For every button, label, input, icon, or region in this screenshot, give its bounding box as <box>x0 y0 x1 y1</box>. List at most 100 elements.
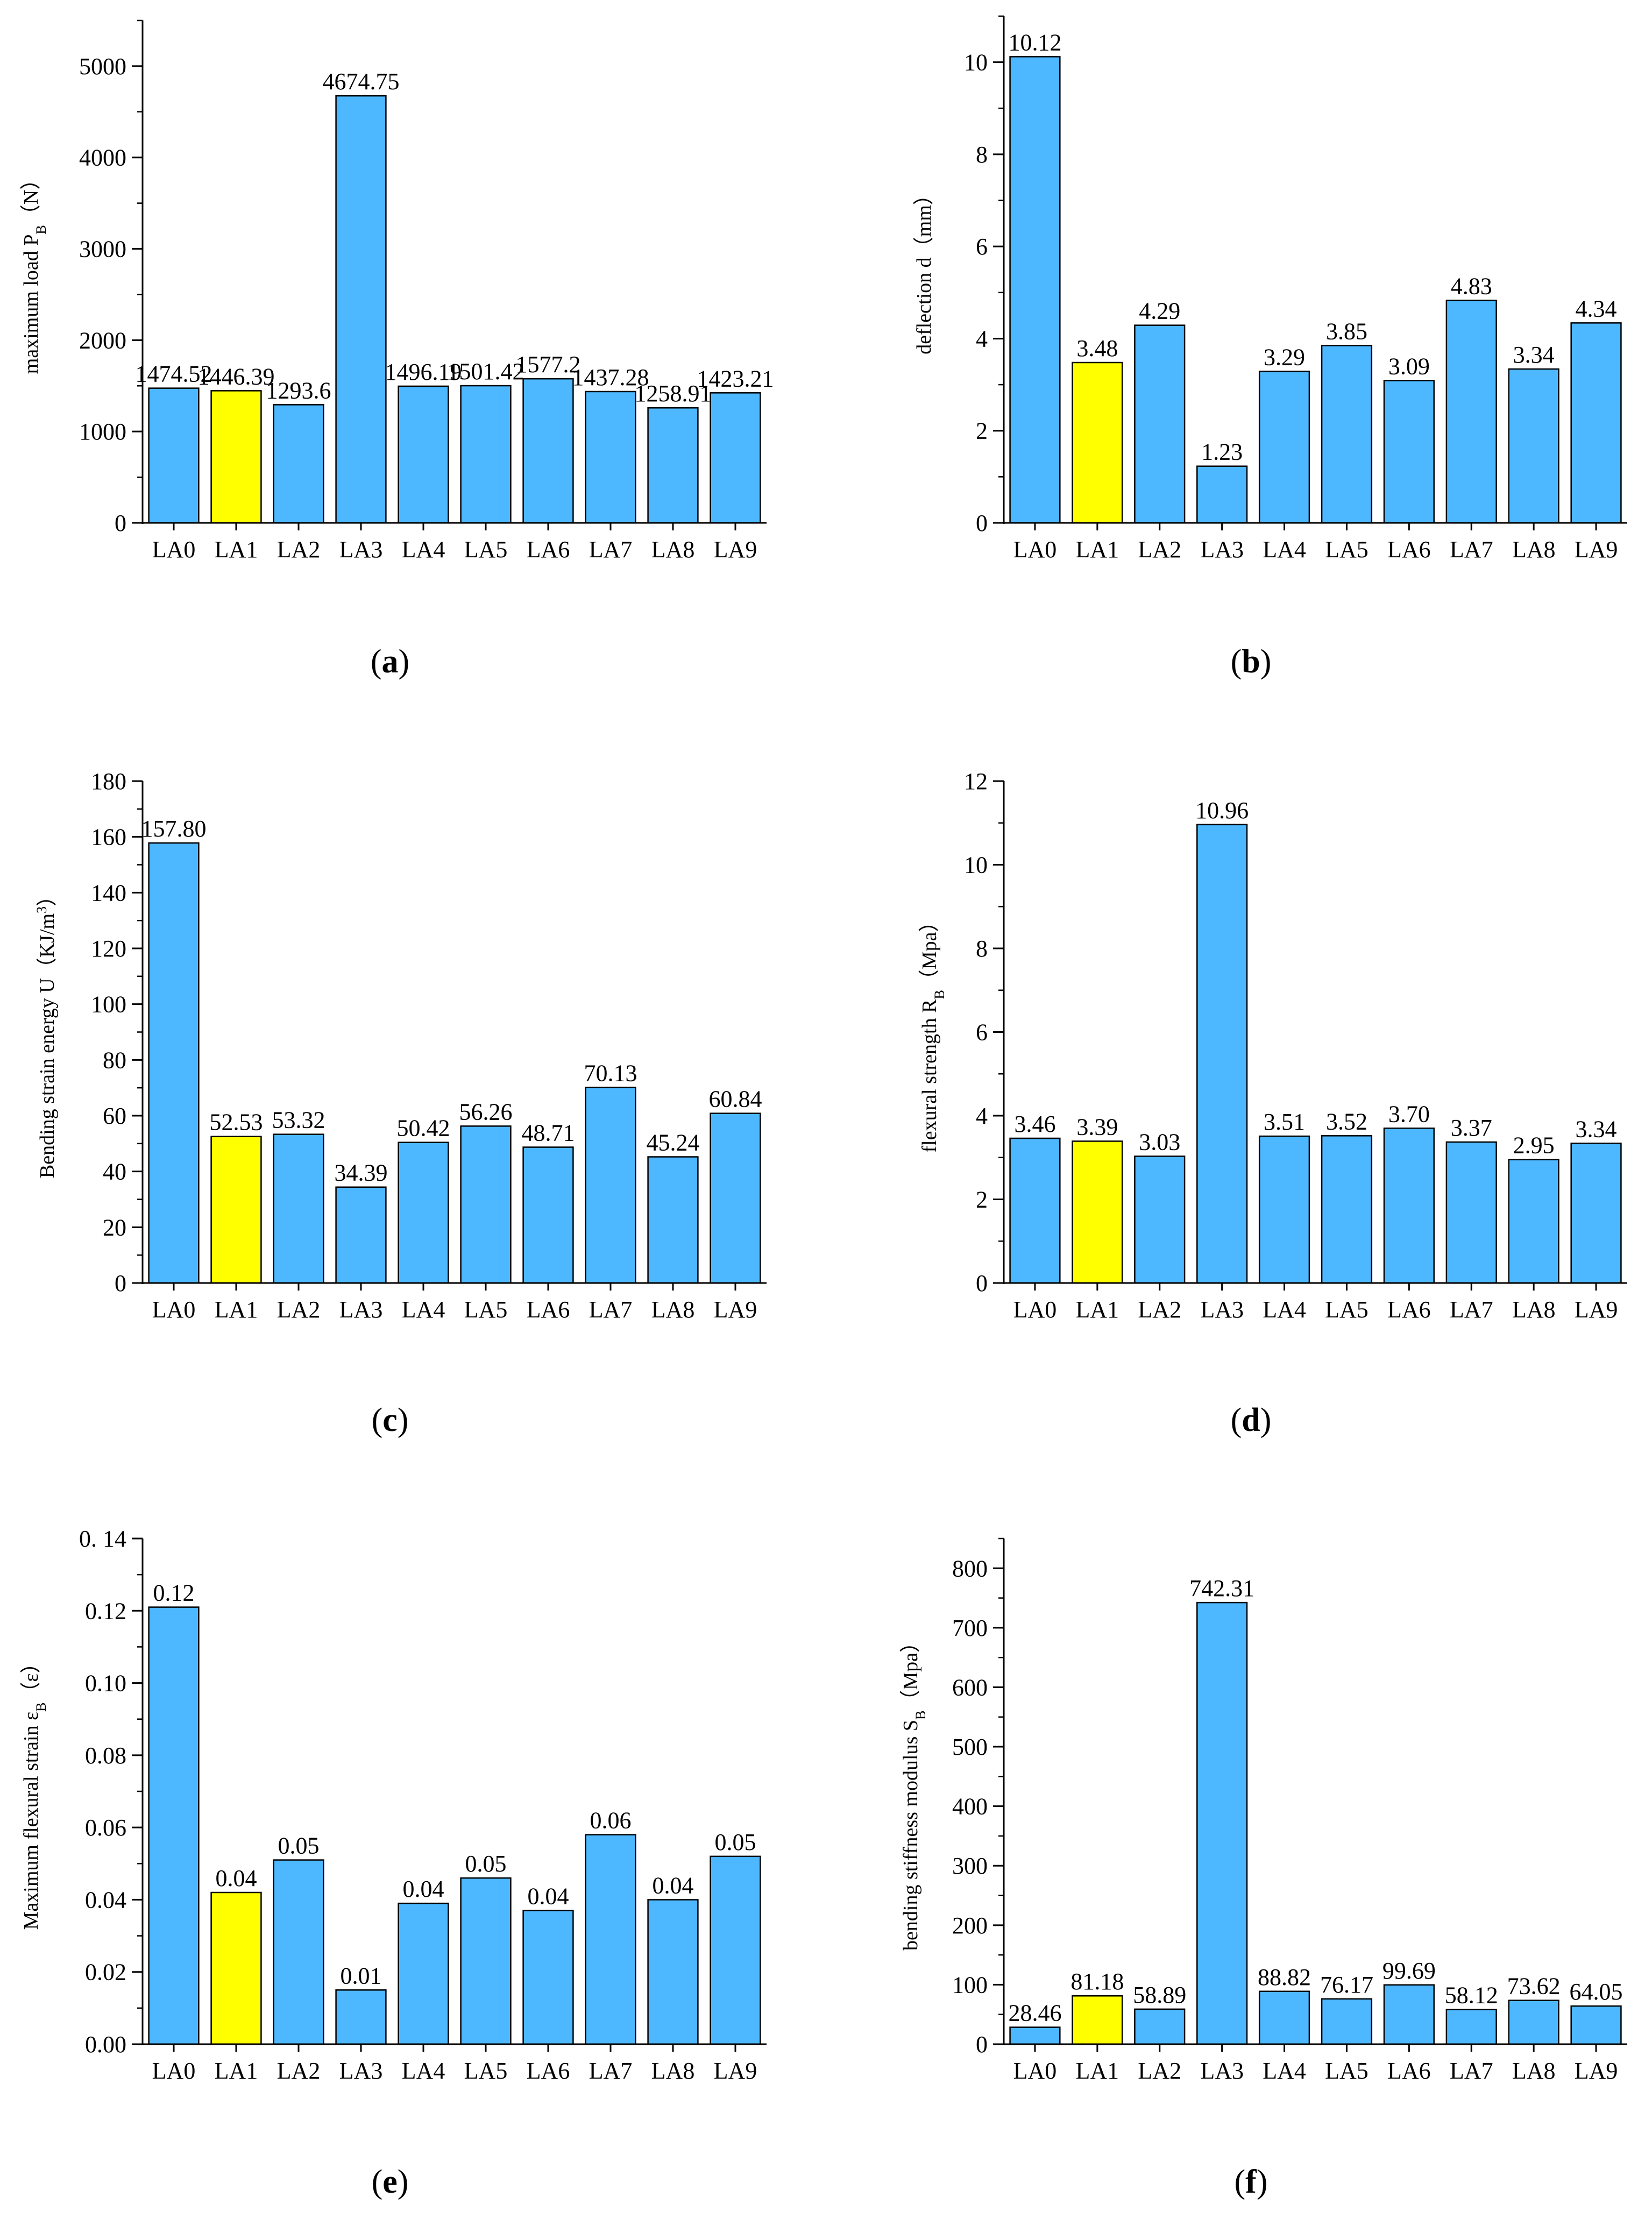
value-label-LA2: 4.29 <box>1139 298 1180 324</box>
x-tick-label-LA9: LA9 <box>1575 1296 1618 1323</box>
y-tick-label: 0.08 <box>85 1742 126 1769</box>
bar-LA2 <box>273 404 324 524</box>
value-label-LA3: 1.23 <box>1201 439 1243 465</box>
y-tick-label: 5000 <box>79 53 126 80</box>
caption-open-paren: ( <box>372 2164 383 2200</box>
x-tick-label-LA3: LA3 <box>339 536 383 563</box>
x-tick-label-LA0: LA0 <box>152 2058 196 2084</box>
x-tick-label-LA7: LA7 <box>1450 1296 1493 1323</box>
x-tick-label-LA8: LA8 <box>1512 1296 1556 1323</box>
x-tick-label-LA1: LA1 <box>1076 536 1119 563</box>
y-tick-label: 0 <box>976 510 988 536</box>
x-tick-label-LA2: LA2 <box>277 536 321 563</box>
chart-panel-e: 0.12 0.04 0.05 0.01 0.04 0.05 0.04 0.06 0.04 0.05… <box>20 1526 767 2200</box>
bar-LA4 <box>398 1142 449 1284</box>
bar-LA1 <box>1072 1140 1123 1284</box>
x-tick-label-LA2: LA2 <box>1138 1296 1181 1323</box>
y-tick-label: 10 <box>964 852 988 878</box>
x-tick-label-LA5: LA5 <box>1325 2058 1369 2084</box>
x-tick-label-LA8: LA8 <box>651 1296 695 1323</box>
chart-panel-f: 28.46 81.18 58.89 742.31 88.82 76.17 99.69 58.1… <box>899 1537 1627 2200</box>
x-tick-label-LA8: LA8 <box>651 2058 695 2084</box>
bar-LA7 <box>1445 300 1497 524</box>
y-axis-label-unit: ） <box>36 886 59 906</box>
value-label-LA1: 0.04 <box>216 1865 257 1891</box>
y-tick-label: 400 <box>952 1794 988 1820</box>
y-tick-label: 180 <box>91 768 126 795</box>
caption-close-paren: ) <box>1257 2164 1268 2200</box>
y-tick-label: 140 <box>91 880 126 906</box>
caption-close-paren: ) <box>1260 1402 1272 1438</box>
value-label-LA0: 157.80 <box>141 816 207 842</box>
y-tick-label: 0 <box>115 1270 126 1296</box>
value-label-LA0: 28.46 <box>1008 2000 1061 2026</box>
bar-LA3 <box>335 1186 387 1284</box>
value-label-LA1: 3.48 <box>1076 335 1118 361</box>
caption-letter: b <box>1242 643 1260 680</box>
value-label-LA3: 34.39 <box>335 1160 388 1186</box>
value-label-LA4: 3.51 <box>1264 1109 1305 1135</box>
bar-LA0 <box>1009 56 1061 524</box>
bar-LA8 <box>647 1156 699 1284</box>
x-tick-label-LA8: LA8 <box>1512 2058 1556 2084</box>
x-tick-label-LA2: LA2 <box>277 1296 321 1323</box>
chart-panel-b: 10.12 3.48 4.29 1.23 3.29 3.85 3.09 4.83 3.34 4.3… <box>913 15 1627 680</box>
value-label-LA9: 4.34 <box>1576 295 1617 322</box>
bar-LA3 <box>1196 824 1248 1284</box>
x-tick-label-LA4: LA4 <box>1263 1296 1306 1323</box>
y-tick-label: 100 <box>91 991 126 1018</box>
panel-caption: (b) <box>1231 643 1272 680</box>
value-label-LA2: 0.05 <box>278 1833 320 1859</box>
bar-LA6 <box>522 1910 574 2045</box>
x-tick-label-LA6: LA6 <box>1387 2058 1431 2084</box>
x-tick-label-LA6: LA6 <box>527 1296 570 1323</box>
bar-LA0 <box>148 387 200 524</box>
y-axis-label-unit: （Mpa） <box>918 912 941 990</box>
bar-LA1 <box>210 1891 262 2045</box>
bar-LA3 <box>335 1989 387 2045</box>
y-tick-label: 8 <box>976 141 988 168</box>
value-label-LA5: 0.05 <box>465 1851 507 1877</box>
bar-LA1 <box>1072 1995 1123 2045</box>
value-label-LA5: 1501.42 <box>448 358 524 385</box>
value-label-LA0: 0.12 <box>153 1580 195 1606</box>
x-tick-label-LA9: LA9 <box>714 1296 757 1323</box>
y-tick-label: 40 <box>103 1159 126 1185</box>
bar-LA4 <box>1258 371 1310 524</box>
bar-LA6 <box>1383 1128 1435 1284</box>
y-tick-label: 0.12 <box>85 1598 126 1624</box>
y-tick-label: 800 <box>952 1555 988 1582</box>
y-tick-label: 2 <box>976 1187 988 1213</box>
y-axis-label-subscript: B <box>33 1703 49 1712</box>
y-tick-label: 6 <box>976 1019 988 1046</box>
value-label-LA8: 45.24 <box>647 1130 700 1156</box>
value-label-LA6: 0.04 <box>528 1883 569 1910</box>
bar-LA0 <box>1009 2026 1061 2045</box>
caption-open-paren: ( <box>1231 643 1242 680</box>
x-tick-label-LA7: LA7 <box>589 1296 633 1323</box>
y-axis-label-unit: （ε） <box>20 1653 42 1703</box>
value-label-LA2: 1293.6 <box>266 377 331 403</box>
y-axis-label-main: maximum load P <box>20 235 42 374</box>
y-tick-label: 500 <box>952 1734 988 1760</box>
y-axis-label-main: Maximum flexural strain ε <box>20 1712 42 1930</box>
y-tick-label: 4 <box>976 325 988 352</box>
value-label-LA7: 70.13 <box>584 1060 637 1086</box>
x-tick-label-LA9: LA9 <box>714 536 757 563</box>
y-axis-label-unit: （N） <box>20 169 42 225</box>
value-label-LA3: 0.01 <box>341 1962 382 1989</box>
x-tick-label-LA4: LA4 <box>1263 2058 1306 2084</box>
y-axis-label-unit: （Mpa） <box>899 1632 922 1711</box>
y-axis-label-main: flexural strength R <box>918 999 941 1153</box>
caption-letter: f <box>1245 2164 1257 2200</box>
panel-caption: (a) <box>371 643 409 680</box>
x-tick-label-LA7: LA7 <box>1450 536 1493 563</box>
bar-LA7 <box>1445 1141 1497 1284</box>
value-label-LA4: 88.82 <box>1258 1964 1311 1990</box>
value-label-LA4: 0.04 <box>403 1876 444 1902</box>
bar-LA9 <box>1570 1143 1622 1284</box>
caption-letter: e <box>382 2164 398 2200</box>
x-tick-label-LA3: LA3 <box>1200 2058 1244 2084</box>
